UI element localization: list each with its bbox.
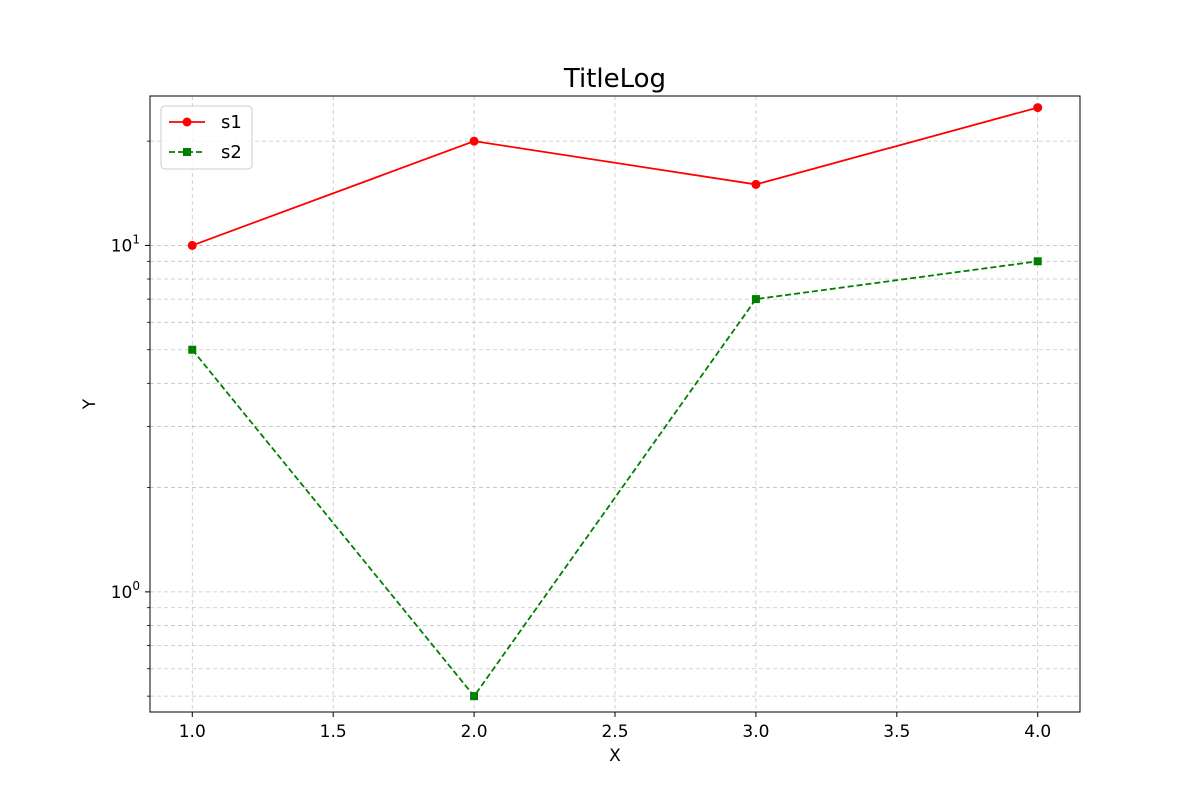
series-line-s1 xyxy=(191,106,1038,247)
data-point-s2 xyxy=(470,692,479,701)
data-point-s2 xyxy=(188,345,197,354)
grid xyxy=(150,96,1080,712)
data-point-s2 xyxy=(751,295,760,304)
x-tick-label: 1.0 xyxy=(179,722,206,742)
y-tick-label: 100 xyxy=(111,579,140,603)
data-point-s1 xyxy=(469,136,479,146)
x-tick-label: 2.5 xyxy=(601,722,628,742)
legend-label-s2: s2 xyxy=(221,142,242,163)
x-tick-label: 2.0 xyxy=(461,722,488,742)
chart-title: TitleLog xyxy=(563,64,666,94)
y-tick-label: 101 xyxy=(111,232,140,256)
y-axis-label: Y xyxy=(80,398,100,410)
legend-marker-s1 xyxy=(182,117,192,127)
legend-label-s1: s1 xyxy=(221,112,242,133)
legend-marker-s2 xyxy=(183,148,191,156)
data-point-s1 xyxy=(1033,103,1043,113)
data-point-s2 xyxy=(1033,257,1042,266)
data-point-s1 xyxy=(187,240,197,250)
x-tick-label: 3.0 xyxy=(742,722,769,742)
x-tick-label: 4.0 xyxy=(1024,722,1051,742)
x-axis-label: X xyxy=(609,746,621,766)
data-point-s1 xyxy=(751,179,761,189)
x-tick-label: 3.5 xyxy=(883,722,910,742)
x-tick-label: 1.5 xyxy=(320,722,347,742)
series-line-s2 xyxy=(191,260,1038,698)
ticks: 1.0 1.5 2.0 2.5 3.0 3.5 4.0 100 101 xyxy=(111,140,1051,742)
plot-area xyxy=(187,103,1043,701)
